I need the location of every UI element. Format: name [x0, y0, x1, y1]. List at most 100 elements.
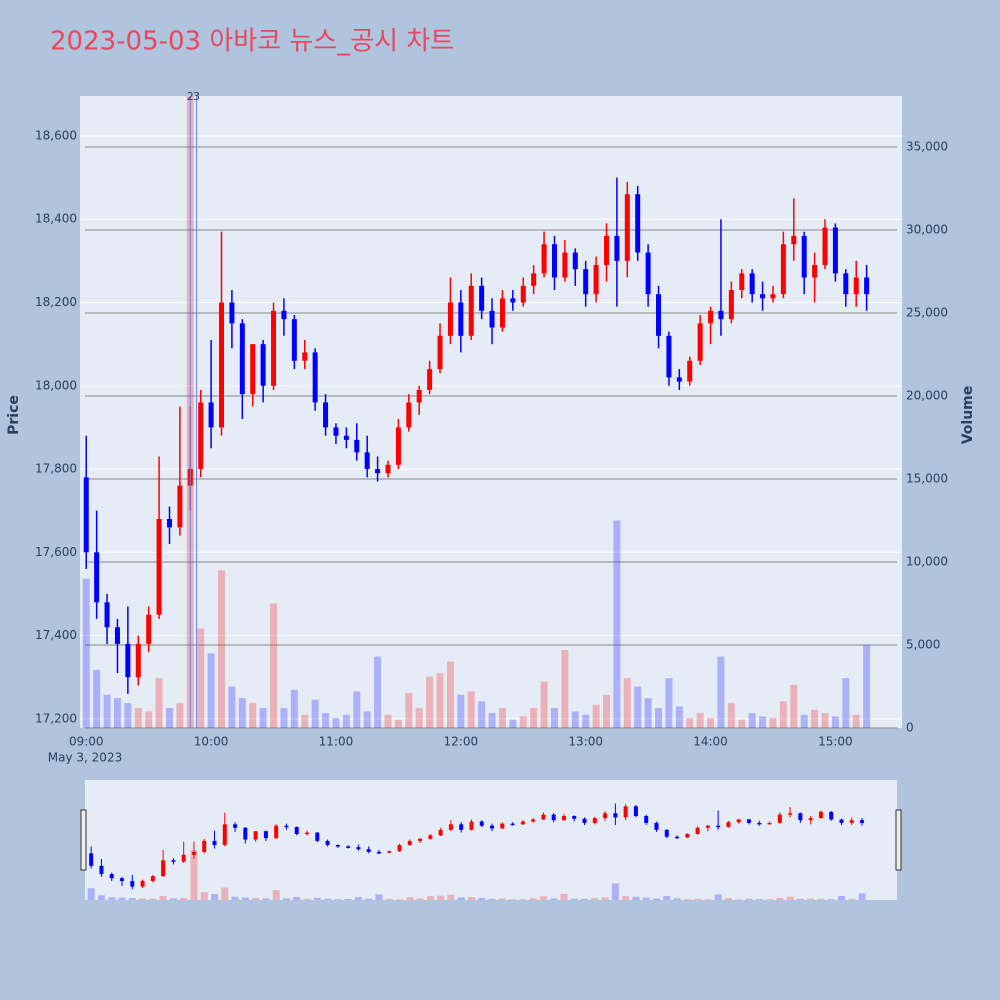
slider-volume-bar — [180, 898, 188, 900]
range-slider[interactable] — [85, 780, 897, 900]
slider-volume-bar — [683, 899, 691, 900]
slider-candle-body — [325, 840, 330, 846]
slider-volume-bar — [365, 898, 373, 900]
slider-candle-body — [849, 820, 854, 823]
slider-volume-bar — [755, 899, 763, 900]
volume-bar — [259, 708, 267, 728]
annotation-text: 2 — [187, 90, 194, 103]
slider-volume-bar — [231, 896, 239, 900]
slider-candle-body — [294, 827, 299, 834]
volume-bar — [561, 649, 569, 728]
candle-body — [302, 352, 308, 361]
slider-volume-bar — [108, 897, 116, 900]
slider-volume-bar — [406, 897, 414, 900]
slider-volume-bar — [416, 898, 424, 900]
slider-volume-bar — [817, 898, 825, 900]
candle-body — [510, 298, 516, 303]
slider-candle-body — [603, 813, 608, 819]
x-tick-label: 09:00 — [69, 735, 104, 749]
candle-body — [114, 627, 120, 644]
slider-volume-bar — [334, 899, 342, 900]
y2-tick-label: 25,000 — [906, 305, 948, 319]
slider-volume-bar — [169, 898, 177, 900]
slider-candle-body — [366, 849, 371, 852]
candle-body — [843, 273, 849, 295]
candle-body — [468, 285, 474, 336]
slider-volume-bar — [139, 898, 147, 900]
slider-candle-body — [356, 847, 361, 850]
slider-candle-body — [469, 821, 474, 830]
candle-body — [395, 427, 401, 465]
volume-bar — [509, 719, 517, 728]
slider-candle-body — [736, 819, 741, 823]
volume-bar — [207, 653, 215, 728]
volume-bar — [363, 711, 371, 728]
slider-volume-bar — [282, 898, 290, 900]
candle-body — [791, 235, 797, 245]
slider-volume-bar — [488, 898, 496, 900]
slider-volume-bar — [591, 898, 599, 900]
candle-body — [541, 244, 547, 274]
slider-volume-bar — [796, 898, 804, 900]
chart-title: 2023-05-03 아바코 뉴스_공시 차트 — [50, 27, 454, 57]
y2-tick-label: 5,000 — [906, 637, 940, 651]
slider-candle-body — [839, 819, 844, 823]
slider-volume-bar — [87, 888, 95, 900]
slider-volume-bar — [622, 896, 630, 900]
volume-bar — [280, 708, 288, 728]
candle-body — [375, 469, 381, 474]
volume-bar — [748, 713, 756, 728]
slider-volume-bar — [694, 898, 702, 900]
candle-body — [739, 273, 745, 291]
candle-body — [499, 298, 505, 328]
slider-volume-bar — [766, 899, 774, 900]
slider-volume-bar — [293, 896, 301, 900]
volume-bar — [842, 678, 850, 728]
slider-volume-bar — [807, 898, 815, 900]
slider-candle-body — [582, 818, 587, 823]
slider-volume-bar — [581, 898, 589, 900]
candle-body — [385, 464, 391, 474]
slider-candle-body — [315, 832, 320, 841]
volume-bar — [270, 603, 278, 728]
candle-body — [551, 244, 557, 278]
slider-candle-body — [89, 853, 94, 866]
slider-volume-bar — [509, 899, 517, 900]
candle-body — [593, 265, 599, 295]
volume-bar — [353, 691, 361, 728]
candle-body — [271, 310, 277, 386]
y-tick-label: 18,600 — [35, 128, 77, 142]
volume-bar — [488, 713, 496, 728]
slider-volume-bar — [848, 898, 856, 900]
y2-tick-label: 30,000 — [906, 222, 948, 236]
slider-volume-bar — [611, 883, 619, 900]
candle-body — [447, 302, 453, 336]
volume-bar — [717, 656, 725, 728]
slider-candle-body — [860, 820, 865, 823]
volume-bar — [82, 578, 90, 728]
slider-volume-bar — [262, 898, 270, 900]
slider-candle-body — [376, 851, 381, 854]
slider-candle-body — [274, 825, 279, 839]
slider-candle-body — [212, 840, 217, 846]
volume-bar — [571, 711, 579, 728]
x-tick-label: 13:00 — [568, 735, 603, 749]
y-tick-label: 18,400 — [35, 212, 77, 226]
slider-candle-body — [633, 806, 638, 817]
slider-candle-body — [191, 851, 196, 855]
candle-body — [291, 319, 297, 361]
volume-bar — [165, 708, 173, 728]
slider-candle-body — [120, 878, 125, 882]
candle-body — [614, 235, 620, 261]
volume-bar — [124, 703, 132, 728]
volume-bar — [738, 719, 746, 728]
candle-body — [853, 277, 859, 295]
y2-tick-label: 20,000 — [906, 388, 948, 402]
slider-candle-body — [438, 829, 443, 836]
candle-body — [416, 389, 422, 403]
candle-body — [458, 302, 464, 336]
candle-body — [583, 269, 589, 295]
slider-candle-body — [746, 819, 751, 823]
volume-bar — [623, 678, 631, 728]
volume-bar — [394, 719, 402, 728]
